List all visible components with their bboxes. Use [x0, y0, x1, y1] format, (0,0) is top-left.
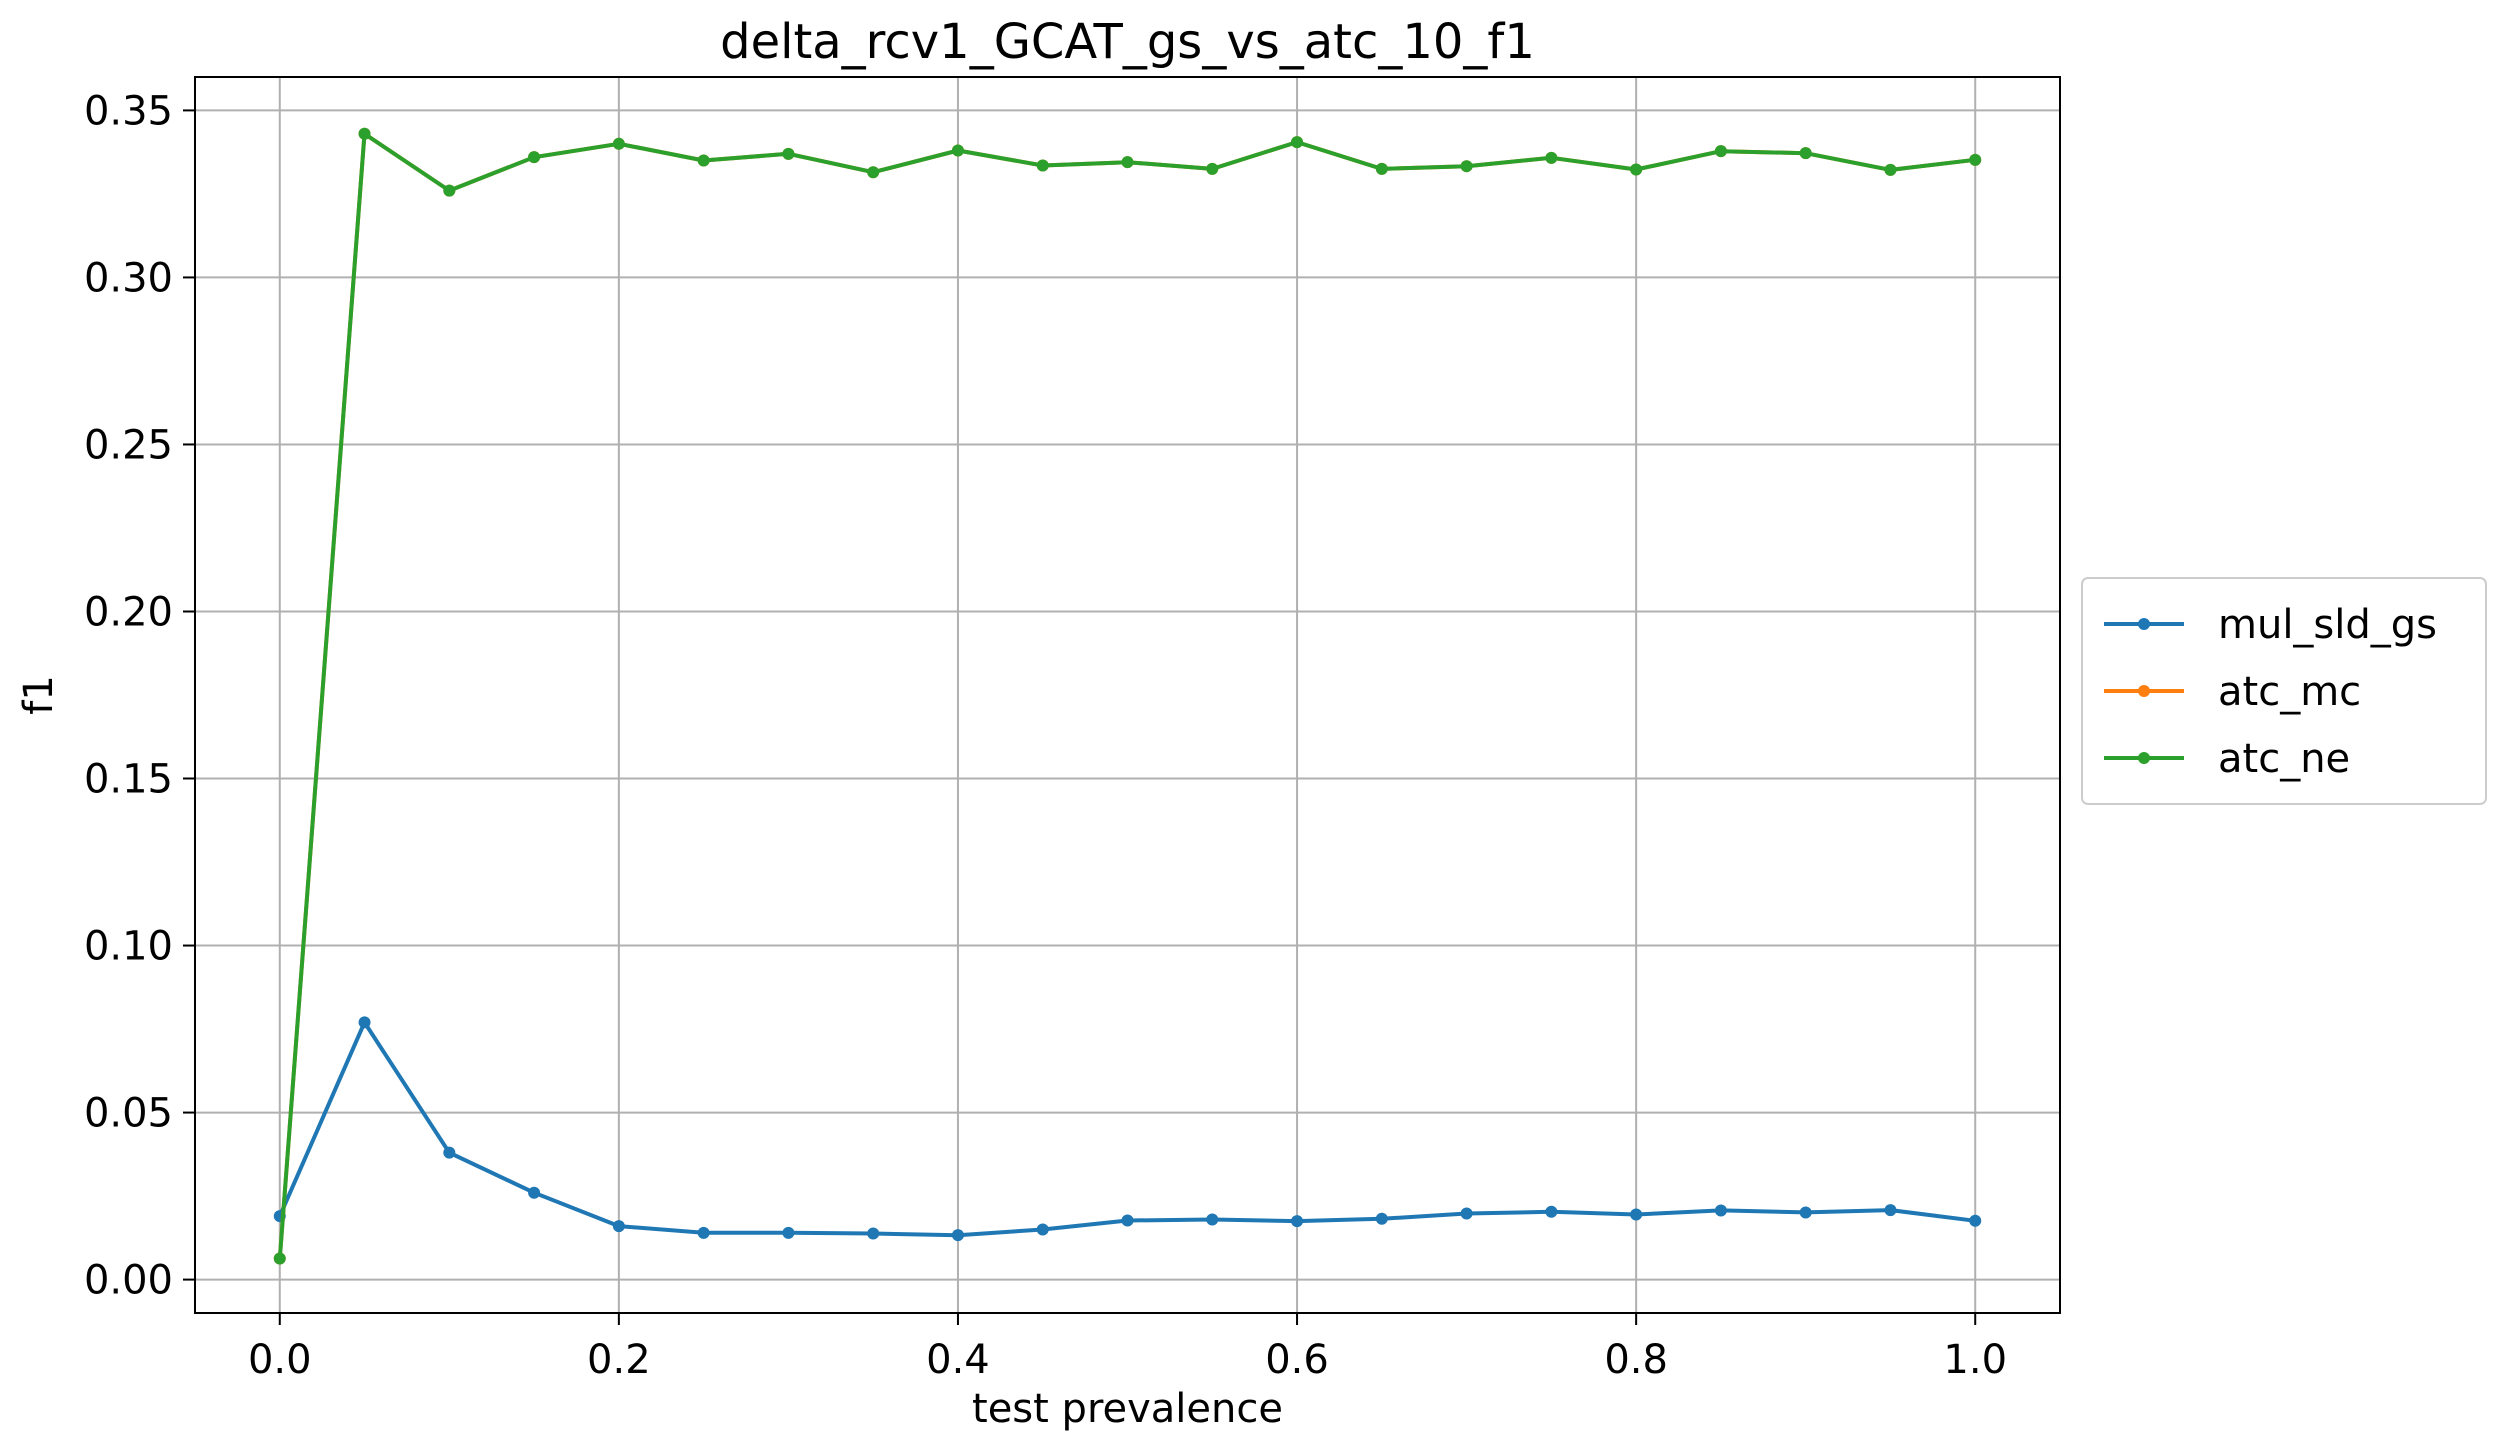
- data-point: [1545, 1205, 1558, 1218]
- data-point: [528, 1186, 541, 1199]
- y-axis-title: f1: [16, 675, 62, 715]
- data-point: [1545, 151, 1558, 164]
- series-atc_ne: [273, 127, 1982, 1265]
- data-point: [867, 1227, 880, 1240]
- data-point: [358, 1016, 371, 1029]
- y-axis-ticks: 0.00 0.05 0.10 0.15 0.20 0.25 0.30 0.35: [84, 88, 195, 1304]
- data-point: [951, 1229, 964, 1242]
- y-tick-label: 0.05: [84, 1091, 173, 1137]
- data-point: [1206, 162, 1219, 175]
- data-point: [1714, 1204, 1727, 1217]
- data-point: [1630, 163, 1643, 176]
- data-point: [1291, 1215, 1304, 1228]
- data-point: [697, 1226, 710, 1239]
- data-point: [528, 151, 541, 164]
- legend-box: [2081, 577, 2487, 805]
- y-tick-label: 0.00: [84, 1258, 173, 1304]
- data-point: [782, 147, 795, 160]
- series-mul_sld_gs: [273, 1016, 1982, 1242]
- data-point: [1714, 145, 1727, 158]
- data-point: [1375, 1212, 1388, 1225]
- legend-item: atc_ne: [2104, 736, 2350, 782]
- data-point: [1799, 147, 1812, 160]
- data-point: [867, 166, 880, 179]
- data-point: [1206, 1213, 1219, 1226]
- legend-label: atc_ne: [2218, 736, 2350, 782]
- legend-items: mul_sld_gs atc_mc atc_ne: [2104, 602, 2437, 782]
- data-point: [1884, 163, 1897, 176]
- data-point: [358, 127, 371, 140]
- data-point: [1460, 160, 1473, 173]
- data-point: [1375, 162, 1388, 175]
- data-point: [1799, 1206, 1812, 1219]
- legend-marker: [2138, 752, 2150, 764]
- y-tick-label: 0.10: [84, 924, 173, 970]
- x-tick-label: 0.2: [587, 1337, 651, 1383]
- x-tick-label: 0.8: [1604, 1337, 1668, 1383]
- chart-title: delta_rcv1_GCAT_gs_vs_atc_10_f1: [720, 14, 1535, 70]
- x-tick-label: 0.6: [1265, 1337, 1329, 1383]
- data-point: [782, 1226, 795, 1239]
- data-point: [443, 1146, 456, 1159]
- data-point: [612, 1220, 625, 1233]
- legend-label: atc_mc: [2218, 669, 2361, 715]
- x-tick-label: 1.0: [1943, 1337, 2007, 1383]
- legend: mul_sld_gs atc_mc atc_ne: [2081, 577, 2487, 805]
- data-point: [1121, 1214, 1134, 1227]
- data-point: [1291, 136, 1304, 149]
- x-axis-ticks: 0.0 0.2 0.4 0.6 0.8 1.0: [248, 1313, 2007, 1383]
- y-tick-label: 0.35: [84, 88, 173, 134]
- data-point: [697, 154, 710, 167]
- data-point: [1630, 1208, 1643, 1221]
- legend-item: atc_mc: [2104, 669, 2361, 715]
- data-point: [1460, 1207, 1473, 1220]
- x-tick-label: 0.0: [248, 1337, 312, 1383]
- legend-marker: [2138, 685, 2150, 697]
- data-point: [1036, 159, 1049, 172]
- data-point: [1969, 1214, 1982, 1227]
- y-tick-label: 0.25: [84, 422, 173, 468]
- legend-marker: [2138, 618, 2150, 630]
- legend-label: mul_sld_gs: [2218, 602, 2437, 648]
- x-tick-label: 0.4: [926, 1337, 990, 1383]
- data-point: [612, 137, 625, 150]
- x-axis-title: test prevalence: [972, 1386, 1283, 1432]
- data-point: [1121, 156, 1134, 169]
- data-point: [1036, 1223, 1049, 1236]
- y-tick-label: 0.30: [84, 255, 173, 301]
- y-tick-label: 0.20: [84, 589, 173, 635]
- data-point: [273, 1252, 286, 1265]
- grid-lines: [195, 77, 2060, 1313]
- data-point: [443, 184, 456, 197]
- data-point: [951, 144, 964, 157]
- y-tick-label: 0.15: [84, 757, 173, 803]
- data-point: [1969, 153, 1982, 166]
- legend-item: mul_sld_gs: [2104, 602, 2437, 648]
- plot-area-frame: [194, 76, 2061, 1314]
- series-layer: [273, 127, 1982, 1265]
- data-point: [1884, 1204, 1897, 1217]
